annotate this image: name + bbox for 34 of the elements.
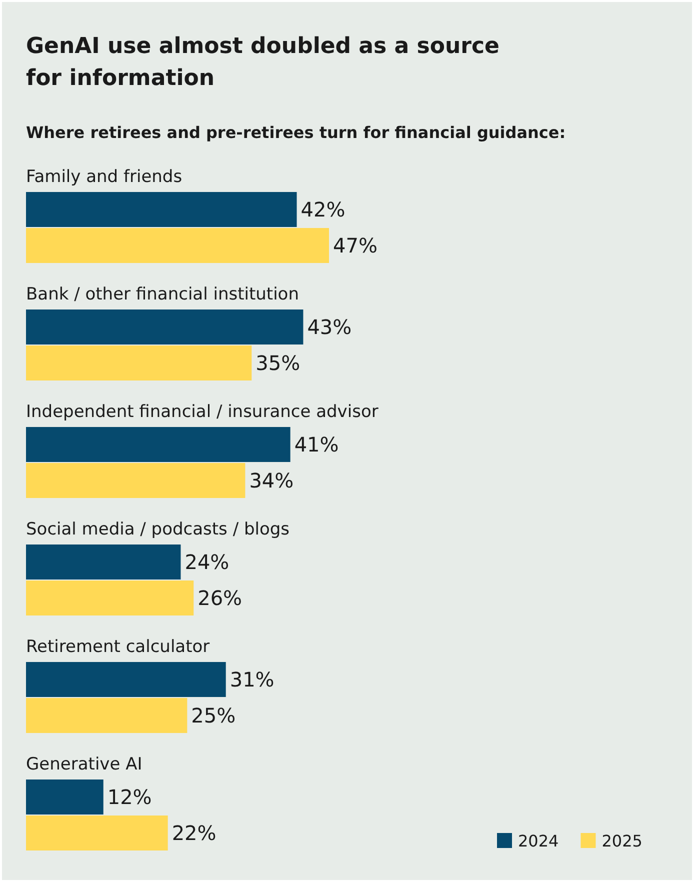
bar (26, 816, 168, 850)
bar (26, 463, 246, 498)
data-label: 34% (249, 468, 294, 492)
data-label: 22% (172, 821, 216, 845)
y-tick-label: Family and friends (26, 167, 182, 187)
legend-label: 2025 (602, 832, 642, 851)
bar (26, 544, 181, 580)
y-tick-label: Independent financial / insurance advisor (26, 402, 378, 422)
bar (26, 580, 194, 616)
data-label: 26% (198, 586, 242, 610)
data-label: 47% (333, 234, 378, 258)
data-label: 25% (191, 704, 236, 728)
bar (26, 780, 104, 814)
bar (26, 192, 297, 227)
bar (26, 228, 329, 263)
data-label: 12% (107, 785, 152, 809)
bar (26, 427, 290, 462)
chart-subtitle: Where retirees and pre-retirees turn for financial guidance: (26, 123, 566, 142)
data-label: 24% (184, 550, 230, 574)
bar (26, 310, 304, 344)
bar (26, 662, 226, 697)
y-tick-label: Bank / other financial institution (26, 284, 299, 304)
data-label: 35% (256, 351, 300, 375)
chart-title: GenAI use almost doubled as a source for information (26, 34, 500, 91)
data-label: 42% (300, 198, 346, 222)
bar (26, 698, 188, 733)
legend-label: 2024 (518, 832, 559, 851)
data-label: 41% (294, 432, 339, 456)
data-label: 31% (230, 668, 274, 692)
y-tick-label: Generative AI (26, 754, 142, 774)
y-tick-label: Social media / podcasts / blogs (26, 520, 290, 540)
data-label: 43% (307, 315, 352, 339)
bar (26, 346, 252, 380)
y-tick-label: Retirement calculator (26, 637, 210, 657)
